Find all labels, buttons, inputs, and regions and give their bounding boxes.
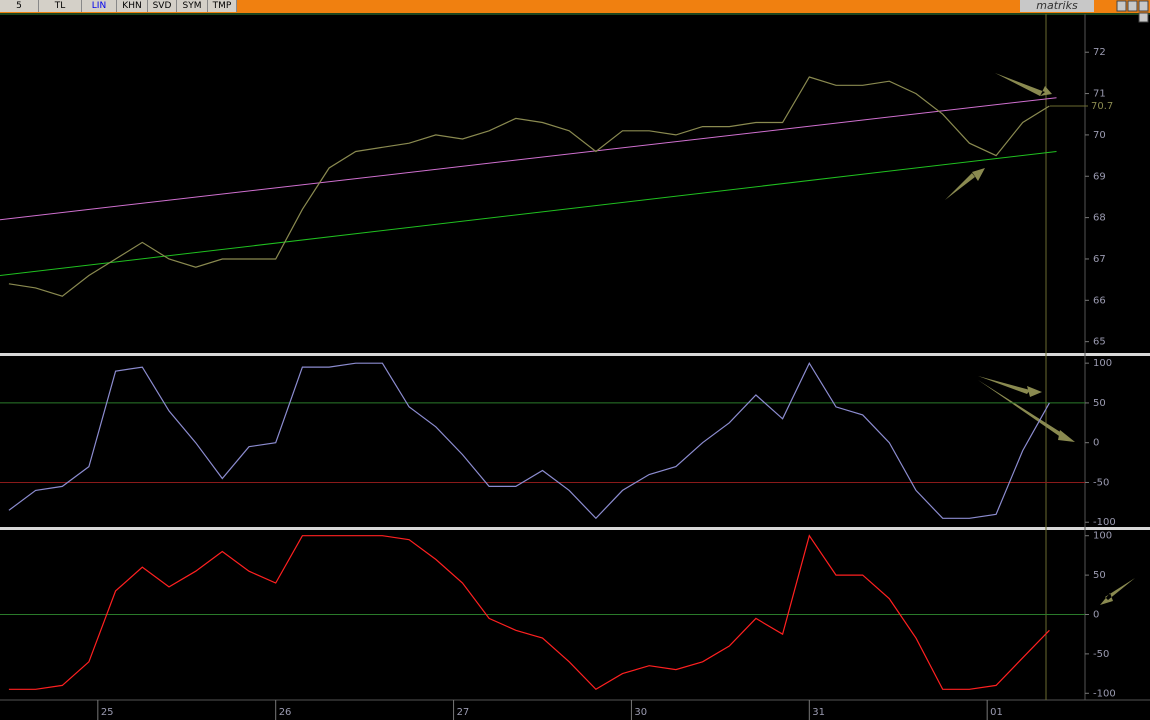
- x-tick-label: 26: [279, 707, 292, 718]
- series-line: [8, 361, 1050, 520]
- y-tick-label: -100: [1093, 517, 1116, 528]
- trend-line: [0, 97, 1057, 221]
- x-tick-label: 31: [812, 707, 825, 718]
- y-tick-label: 0: [1093, 610, 1099, 621]
- x-tick-label: 30: [634, 707, 647, 718]
- last-value-label: 70.7: [1091, 101, 1113, 112]
- y-tick-label: 50: [1093, 570, 1106, 581]
- y-tick-label: 100: [1093, 531, 1112, 542]
- y-tick-label: 100: [1093, 358, 1112, 369]
- separator: [0, 353, 1150, 356]
- toolbar: matriks 5 TL LIN KHN SVD SYM TMP: [0, 0, 1150, 13]
- x-tick-label: 25: [101, 707, 114, 718]
- x-tick-label: 27: [457, 707, 470, 718]
- y-tick-label: -50: [1093, 649, 1109, 660]
- x-tick-label: 01: [990, 707, 1003, 718]
- toolbar-button[interactable]: TL: [39, 0, 82, 12]
- y-tick-label: 0: [1093, 438, 1099, 449]
- separator: [0, 527, 1150, 530]
- y-tick-label: -50: [1093, 477, 1109, 488]
- y-tick-label: 66: [1093, 295, 1106, 306]
- toolbar-button[interactable]: LIN: [82, 0, 117, 12]
- toolbar-button[interactable]: TMP: [208, 0, 237, 12]
- toolbar-button[interactable]: 5: [0, 0, 39, 12]
- y-tick-label: 65: [1093, 337, 1106, 348]
- y-tick-label: 71: [1093, 89, 1106, 100]
- brand: matriks: [1020, 0, 1094, 12]
- y-tick-label: 67: [1093, 254, 1106, 265]
- series-line: [8, 76, 1050, 297]
- toolbar-button[interactable]: SYM: [177, 0, 208, 12]
- series-line: [8, 534, 1050, 691]
- y-tick-label: -100: [1093, 688, 1116, 699]
- arrows: [945, 73, 1135, 605]
- toolbar-button[interactable]: SVD: [148, 0, 177, 12]
- window-controls[interactable]: [1116, 0, 1149, 23]
- trend-line: [0, 151, 1057, 276]
- y-tick-label: 70: [1093, 130, 1106, 141]
- y-tick-label: 69: [1093, 171, 1106, 182]
- y-tick-label: 68: [1093, 213, 1106, 224]
- y-tick-label: 72: [1093, 47, 1106, 58]
- toolbar-button[interactable]: KHN: [117, 0, 148, 12]
- y-tick-label: 50: [1093, 398, 1106, 409]
